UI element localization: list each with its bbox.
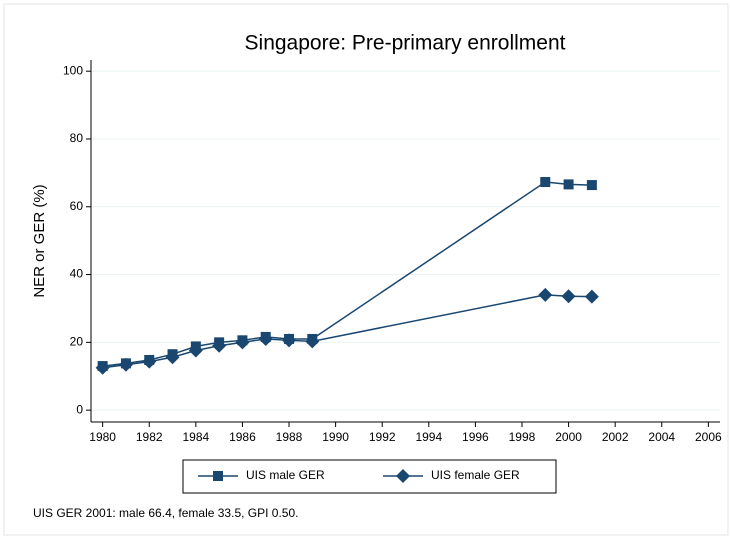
x-tick-label: 1980: [89, 430, 116, 444]
x-tick-label: 1992: [369, 430, 396, 444]
marker: [165, 350, 180, 365]
y-tick-label: 40: [70, 267, 84, 281]
y-tick-label: 20: [70, 335, 84, 349]
x-tick-label: 1988: [276, 430, 303, 444]
marker: [563, 179, 574, 190]
marker: [538, 287, 553, 302]
marker: [235, 335, 250, 350]
chart-title: Singapore: Pre-primary enrollment: [245, 32, 566, 55]
legend-label: UIS female GER: [431, 468, 520, 482]
marker: [258, 331, 273, 346]
note: UIS GER 2001: male 66.4, female 33.5, GP…: [33, 506, 298, 520]
marker: [282, 333, 297, 348]
marker: [584, 289, 599, 304]
marker: [561, 289, 576, 304]
y-tick-label: 0: [76, 402, 83, 416]
legend: [182, 459, 557, 494]
x-tick-label: 1986: [229, 430, 256, 444]
marker: [95, 360, 110, 375]
marker: [586, 180, 597, 191]
x-tick-label: 1984: [182, 430, 209, 444]
marker: [540, 177, 551, 188]
x-tick-label: 2006: [695, 430, 722, 444]
y-tick-label: 60: [70, 199, 84, 213]
x-tick-label: 1982: [136, 430, 163, 444]
x-tick-label: 1994: [415, 430, 442, 444]
x-tick-label: 2000: [555, 430, 582, 444]
y-tick-label: 100: [63, 63, 83, 77]
marker: [305, 334, 320, 349]
x-tick-label: 1990: [322, 430, 349, 444]
y-tick-label: 80: [70, 131, 84, 145]
legend-marker: [396, 469, 410, 483]
y-axis-label: NER or GER (%): [31, 184, 48, 297]
x-tick-label: 1996: [462, 430, 489, 444]
legend-label: UIS male GER: [246, 468, 325, 482]
x-tick-label: 2002: [602, 430, 629, 444]
marker: [212, 338, 227, 353]
marker: [118, 357, 133, 372]
frame: [3, 3, 729, 536]
marker: [188, 343, 203, 358]
marker: [142, 354, 157, 369]
x-tick-label: 1998: [509, 430, 536, 444]
legend-marker: [213, 471, 223, 481]
x-tick-label: 2004: [648, 430, 675, 444]
